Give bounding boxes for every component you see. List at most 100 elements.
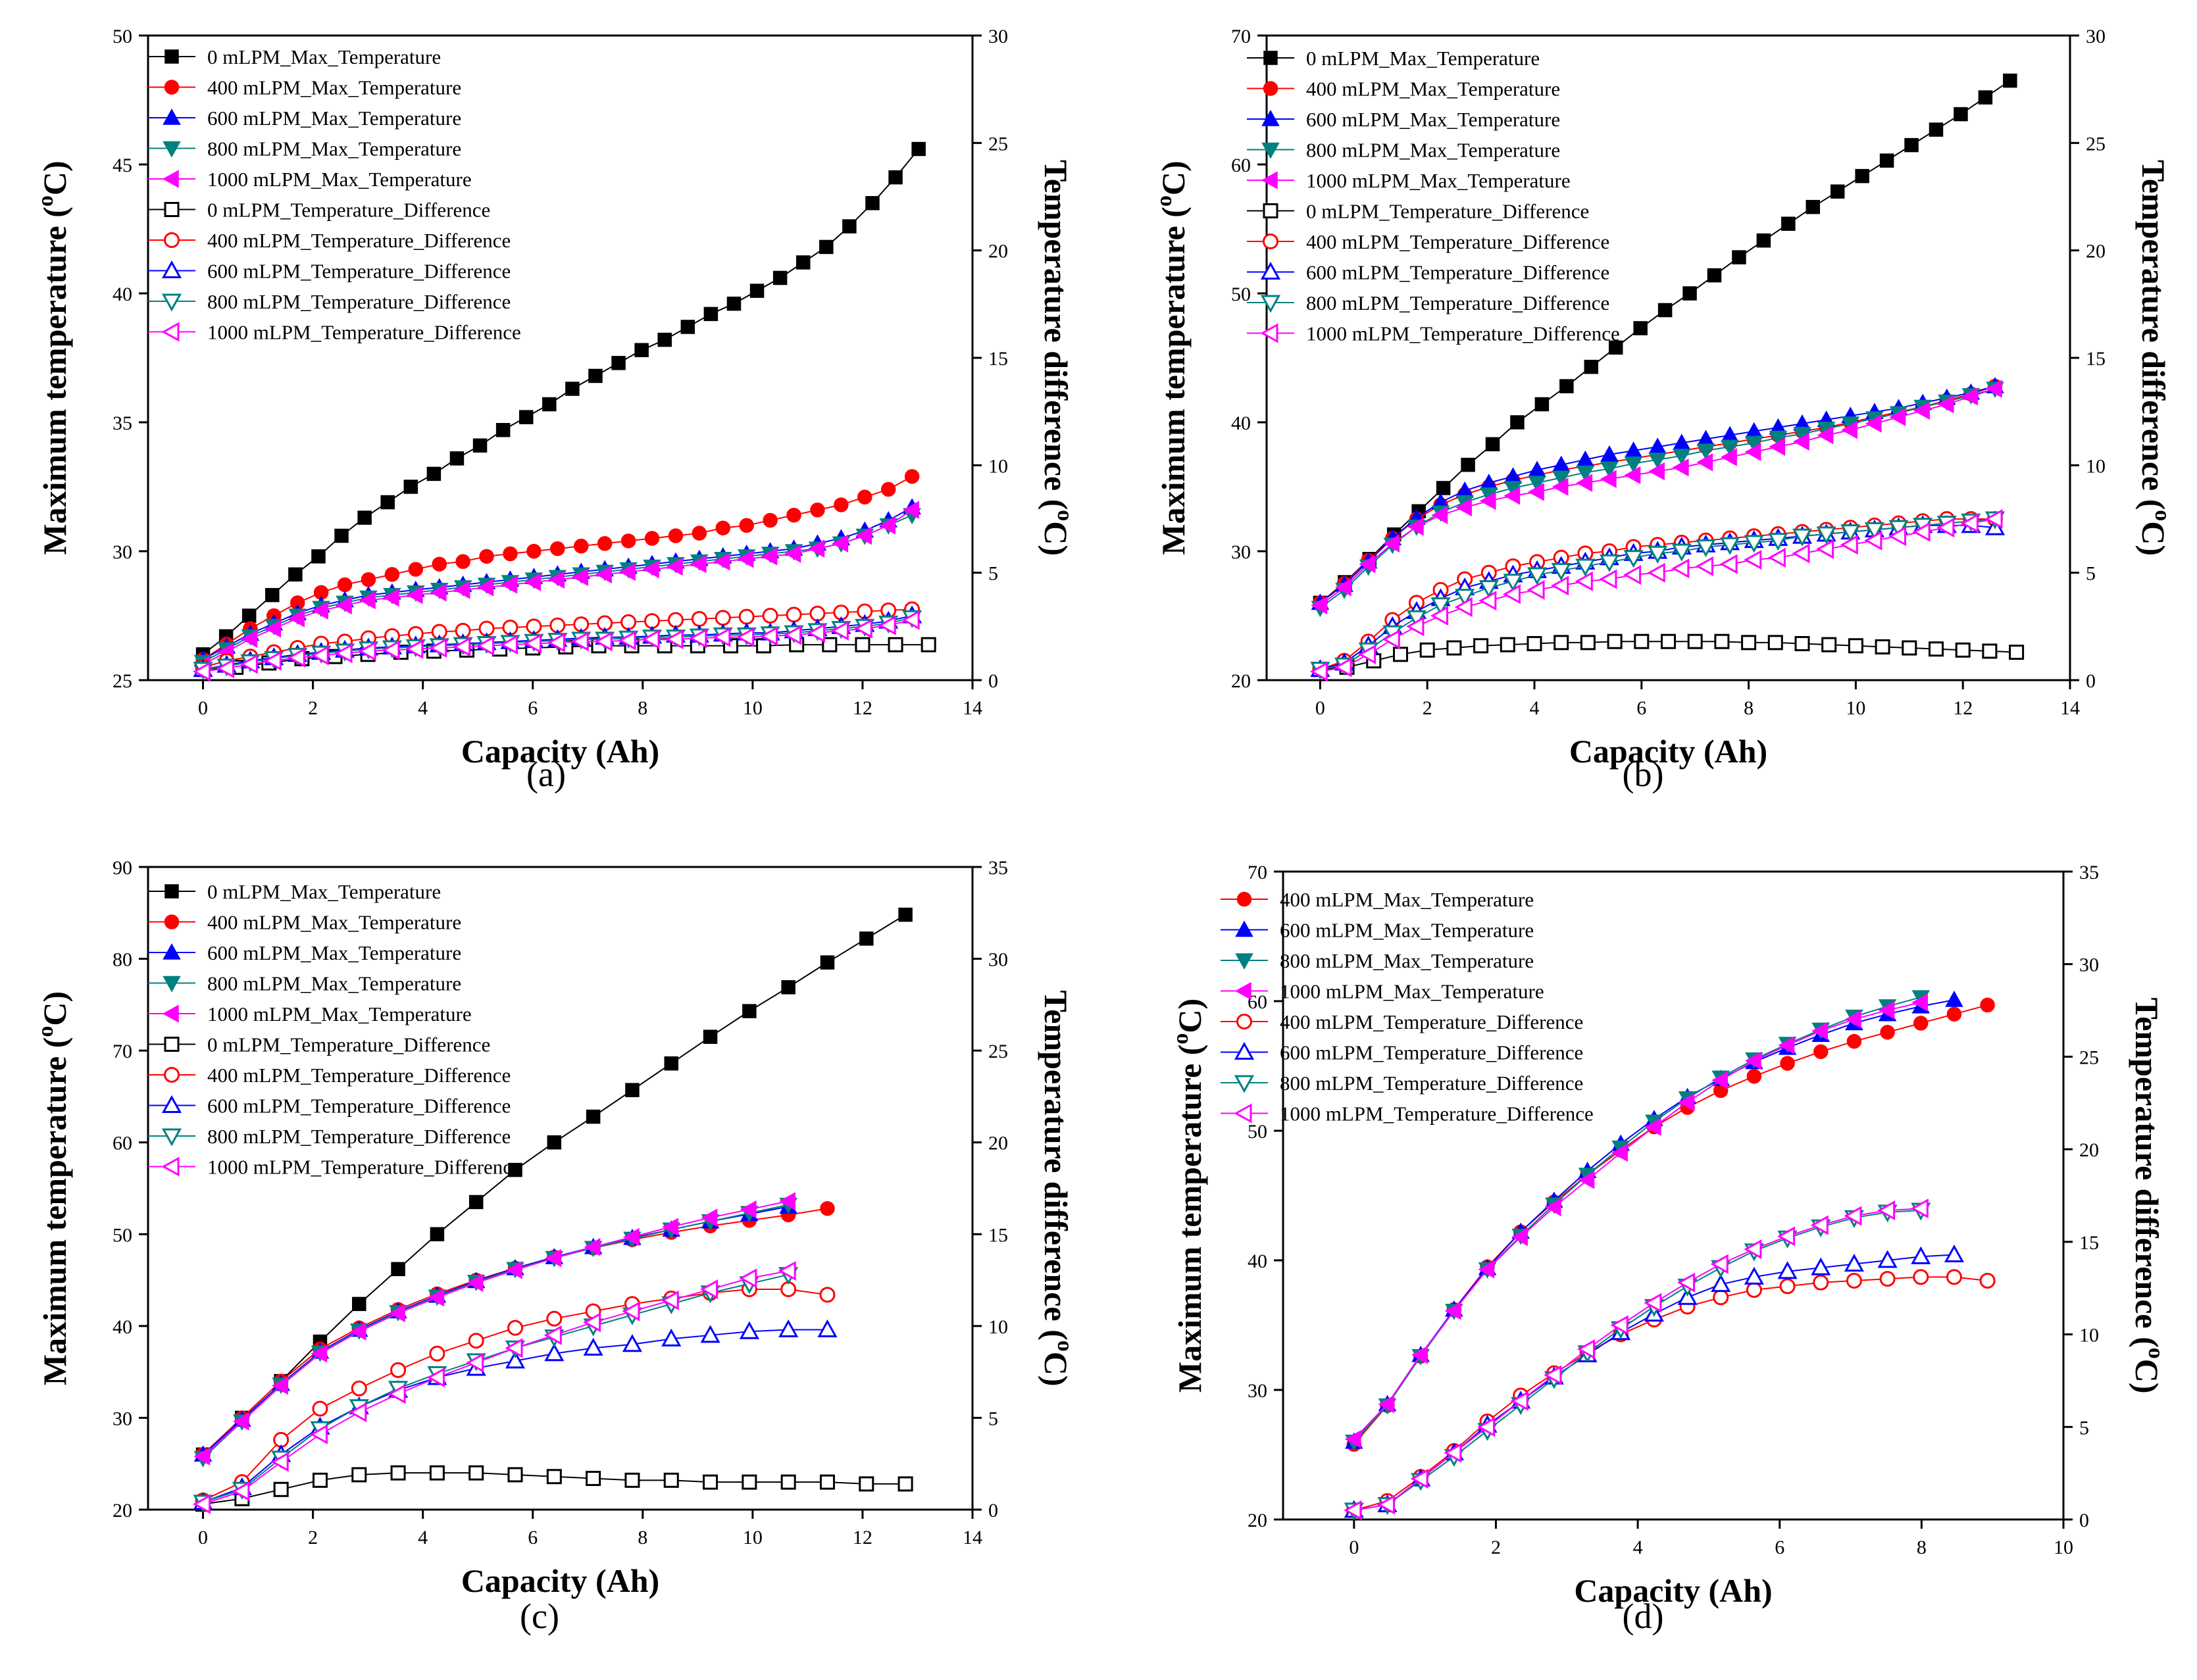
data-point [1644, 1118, 1661, 1136]
data-point [1485, 437, 1500, 452]
data-point [1811, 1022, 1829, 1041]
y-axis-title: Maximum temperature (oC) [34, 991, 73, 1385]
data-point [1937, 395, 1954, 414]
panel-caption: (a) [526, 754, 566, 794]
legend-marker [1234, 1103, 1252, 1124]
legend-label: 400 mLPM_Max_Temperature [1280, 888, 1534, 911]
data-point [311, 1344, 328, 1363]
data-point [1980, 997, 1995, 1013]
data-point [232, 1412, 249, 1431]
data-point [542, 397, 557, 412]
data-point [620, 533, 636, 549]
data-point [453, 581, 470, 599]
data-point [1648, 545, 1668, 564]
x-tick-label: 4 [418, 697, 428, 719]
data-point [548, 570, 565, 589]
data-point [1577, 1339, 1596, 1360]
legend-marker [164, 884, 179, 899]
data-point [1830, 184, 1845, 199]
x-tick-label: 12 [1953, 697, 1973, 719]
data-point [808, 539, 825, 558]
y-tick-label: 20 [1248, 1510, 1267, 1531]
data-point [334, 643, 353, 664]
legend-label: 600 mLPM_Max_Temperature [1306, 108, 1560, 131]
legend-label: 1000 mLPM_Max_Temperature [207, 1002, 472, 1025]
data-point [1767, 547, 1786, 568]
y2-tick-label: 20 [988, 241, 1008, 262]
data-point [642, 560, 659, 579]
data-point [703, 307, 719, 322]
legend: 0 mLPM_Max_Temperature 400 mLPM_Max_Tempe… [1247, 47, 1620, 345]
data-point [524, 573, 542, 591]
legend-marker [1261, 109, 1280, 126]
x-tick-label: 6 [1775, 1537, 1784, 1558]
data-point [786, 507, 801, 523]
data-point [349, 1322, 366, 1341]
series-400-mlpm_max_temperature [195, 469, 920, 667]
y2-tick-label: 25 [988, 1041, 1008, 1062]
data-point [1844, 1254, 1864, 1272]
data-point [358, 641, 376, 661]
y-tick-label: 40 [113, 284, 132, 305]
data-point [1732, 250, 1746, 264]
data-point [1696, 443, 1715, 460]
data-point [1984, 508, 2003, 530]
data-point [428, 1288, 445, 1307]
data-point [1880, 1025, 1895, 1040]
data-point [351, 1380, 367, 1396]
x-tick-label: 14 [963, 1527, 982, 1548]
data-point [1552, 478, 1569, 496]
data-point [690, 555, 707, 574]
data-point [666, 557, 683, 576]
legend-marker [164, 232, 180, 248]
data-point [780, 1474, 796, 1490]
x-tick-label: 2 [1491, 1537, 1501, 1558]
data-point [1707, 268, 1722, 283]
legend-marker [164, 80, 180, 95]
data-point [1864, 530, 1882, 551]
data-point [505, 1338, 523, 1358]
y2-tick-label: 5 [2079, 1417, 2089, 1439]
data-point [1817, 426, 1834, 445]
data-point [1846, 1033, 1862, 1049]
data-point [822, 637, 838, 653]
data-point [408, 562, 424, 577]
data-point [1955, 642, 1971, 658]
legend-marker [163, 141, 181, 158]
legend-marker [164, 49, 179, 64]
data-point [403, 480, 418, 494]
data-point [1534, 397, 1550, 412]
data-point [1610, 1315, 1629, 1335]
data-point [1309, 661, 1328, 681]
data-point [546, 1310, 563, 1327]
y-tick-label: 90 [113, 857, 132, 879]
data-point [1744, 1239, 1762, 1260]
y-axis-title: Maximum temperature (oC) [1152, 161, 1192, 555]
data-point [216, 658, 234, 679]
data-point [1929, 122, 1944, 137]
data-point [453, 637, 471, 657]
data-point [1777, 1261, 1798, 1279]
y-tick-label: 40 [1248, 1250, 1267, 1272]
data-point [455, 554, 470, 569]
data-point [739, 1321, 759, 1339]
legend-label: 800 mLPM_Max_Temperature [207, 972, 461, 995]
y-axis-title: Maximum temperature (oC) [1169, 999, 1208, 1393]
data-point [499, 635, 518, 655]
legend-marker [1263, 51, 1278, 65]
x-axis-title: Capacity (Ah) [461, 733, 659, 770]
y2-tick-label: 35 [2079, 862, 2099, 883]
data-point [713, 627, 731, 647]
data-point [1580, 635, 1596, 651]
data-point [1946, 1006, 1962, 1022]
data-point [762, 608, 778, 624]
data-point [311, 549, 326, 564]
legend-marker [163, 976, 181, 993]
legend-marker [161, 322, 180, 342]
x-tick-label: 0 [1349, 1537, 1359, 1558]
y2-tick-label: 30 [988, 26, 1008, 47]
series-400-mlpm_max_temperature [1346, 997, 1995, 1452]
series-800-mlpm_temperature_difference [1344, 1202, 1931, 1521]
data-point [1624, 466, 1641, 485]
data-point [1575, 558, 1596, 577]
